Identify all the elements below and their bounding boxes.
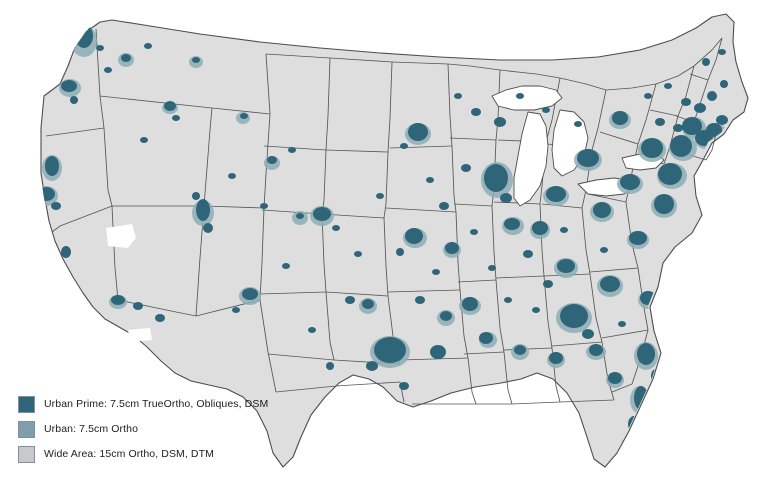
legend-swatch-urban-prime: [18, 395, 35, 413]
state-borders: [45, 28, 723, 405]
legend-item-urban-prime: Urban Prime: 7.5cm TrueOrtho, Obliques, …: [18, 394, 268, 414]
legend-swatch-wide-area: [18, 445, 35, 463]
legend-swatch-urban: [18, 420, 35, 438]
uncovered-area-voids: [106, 224, 152, 342]
map-legend: Urban Prime: 7.5cm TrueOrtho, Obliques, …: [18, 394, 268, 464]
legend-item-wide-area: Wide Area: 15cm Ortho, DSM, DTM: [18, 444, 268, 464]
legend-label-urban: Urban: 7.5cm Ortho: [44, 423, 139, 435]
legend-label-urban-prime: Urban Prime: 7.5cm TrueOrtho, Obliques, …: [44, 398, 269, 410]
legend-label-wide-area: Wide Area: 15cm Ortho, DSM, DTM: [44, 448, 214, 460]
legend-item-urban: Urban: 7.5cm Ortho: [18, 419, 268, 439]
